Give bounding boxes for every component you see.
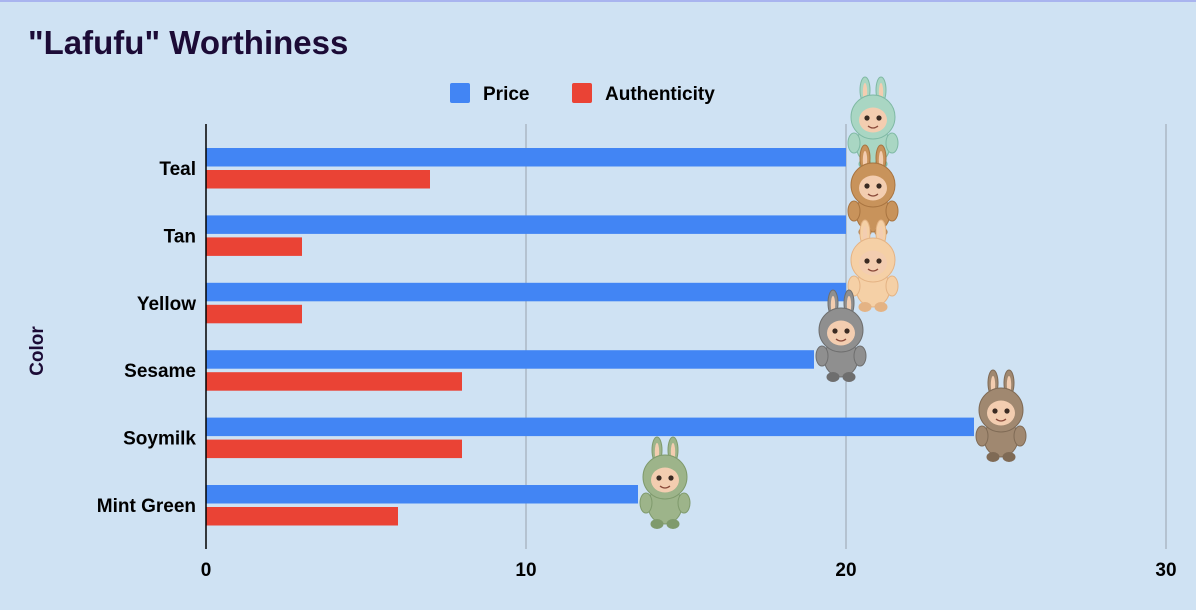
plush-images	[639, 76, 1027, 529]
x-tick-label-10: 10	[515, 560, 536, 581]
bar-authenticity-teal	[206, 170, 430, 189]
legend-label-authenticity: Authenticity	[605, 84, 715, 105]
bar-authenticity-soymilk	[206, 439, 462, 459]
x-tick-label-20: 20	[835, 560, 856, 581]
x-tick-label-30: 30	[1155, 560, 1176, 581]
category-label-sesame: Sesame	[124, 361, 196, 382]
bar-authenticity-mint-green	[206, 507, 398, 526]
bar-authenticity-sesame	[206, 372, 462, 391]
bar-authenticity-tan	[206, 237, 302, 256]
bar-price-sesame	[206, 350, 814, 369]
category-label-teal: Teal	[159, 159, 196, 180]
legend-label-price: Price	[483, 84, 529, 105]
legend-swatch-price	[450, 83, 470, 103]
bar-price-teal	[206, 148, 846, 167]
yellow-plush-icon	[847, 219, 899, 312]
bar-price-yellow	[206, 282, 846, 302]
sesame-plush-icon	[815, 289, 867, 382]
category-label-mint-green: Mint Green	[97, 496, 196, 517]
legend: Price Authenticity	[450, 83, 715, 105]
bar-price-tan	[206, 215, 846, 234]
soymilk-plush-icon	[975, 369, 1027, 462]
bars	[206, 148, 974, 526]
bar-authenticity-yellow	[206, 304, 302, 324]
teal-plush-icon	[847, 76, 899, 169]
x-tick-label-0: 0	[201, 560, 212, 581]
chart-title: "Lafufu" Worthiness	[28, 24, 349, 61]
mint-green-plush-icon	[639, 436, 691, 529]
bar-price-soymilk	[206, 417, 974, 437]
y-axis-title: Color	[27, 326, 48, 376]
legend-swatch-authenticity	[572, 83, 592, 103]
x-tick-labels: 0 10 20 30	[201, 560, 1177, 581]
bar-price-mint-green	[206, 485, 638, 504]
category-label-soymilk: Soymilk	[123, 429, 196, 450]
category-label-tan: Tan	[164, 226, 196, 247]
category-label-yellow: Yellow	[137, 294, 196, 315]
category-labels: Teal Tan Yellow Sesame Soymilk Mint Green	[97, 159, 197, 517]
